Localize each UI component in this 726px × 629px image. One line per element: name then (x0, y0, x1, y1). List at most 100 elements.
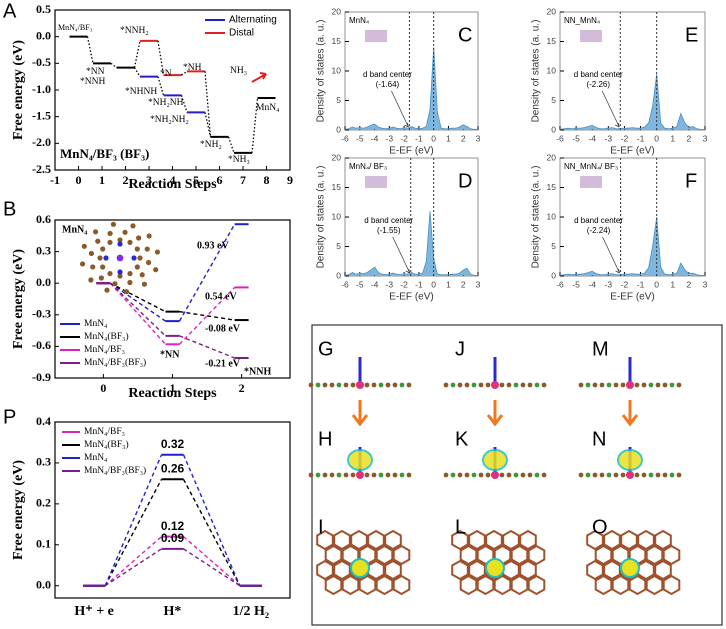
step-label: *NH₂ (200, 140, 222, 150)
y-tick-label: 5 (336, 241, 341, 251)
x-tick-label: -3 (386, 279, 394, 289)
y-tick-label: 15 (332, 36, 342, 46)
x-tick-label: -3 (605, 279, 613, 289)
arrow (621, 400, 639, 427)
connector (104, 478, 163, 587)
hexagon (384, 529, 402, 551)
atom (98, 275, 104, 281)
x-tick-label: 1 (446, 133, 451, 143)
y-tick-label: 20 (332, 152, 342, 162)
connector (133, 67, 141, 78)
atom (457, 472, 463, 478)
x-axis-label: E-EF (eV) (610, 146, 654, 157)
atom (599, 472, 605, 478)
atom (315, 472, 321, 478)
hexagon (527, 544, 546, 566)
atom (634, 382, 640, 388)
atom (107, 230, 113, 237)
x-tick-label: 1 (446, 279, 451, 289)
panel-letter: M (592, 338, 609, 360)
x-tick-label: -1 (415, 133, 423, 143)
charge-density (485, 558, 505, 578)
y-tick-label: 10 (547, 211, 557, 221)
legend-label: MnN₄/BF₃(BF₃) (84, 357, 146, 368)
connector (104, 548, 162, 587)
legend-label: Distal (229, 28, 254, 39)
panel-letter: E (685, 24, 698, 46)
hexagon (451, 529, 469, 551)
dos-area (559, 73, 705, 130)
atom (464, 382, 470, 388)
atom (378, 472, 384, 478)
atom (655, 472, 661, 478)
hexagon (654, 529, 672, 551)
x-tick-label: 6 (217, 173, 223, 187)
atom (154, 249, 161, 255)
x-tick-label: -4 (371, 133, 379, 143)
hexagon (324, 574, 343, 596)
panel-letter: B (3, 198, 16, 220)
atom (585, 382, 591, 388)
atom (534, 472, 540, 478)
charge-density (350, 558, 370, 578)
atom (107, 239, 113, 246)
atom (578, 472, 584, 478)
atom (322, 472, 328, 478)
x-tick-label: -1 (415, 279, 423, 289)
y-tick-label: -2.5 (32, 162, 51, 176)
atom (315, 382, 321, 388)
hexagon (341, 544, 360, 566)
hexagon (333, 529, 351, 551)
x-tick-label: 4 (170, 173, 176, 187)
atom (117, 237, 123, 243)
hexagon (527, 574, 546, 596)
hexagon (645, 574, 664, 596)
hexagon (468, 529, 486, 551)
x-tick-label: 3 (703, 133, 708, 143)
panel-letter: H (318, 428, 332, 450)
hexagon (603, 559, 621, 581)
atom (127, 239, 133, 246)
connector (104, 536, 162, 587)
hexagon (594, 544, 613, 566)
y-tick-label: 5 (551, 241, 556, 251)
x-tick-label: 0 (654, 133, 659, 143)
x-tick-label: 3 (146, 173, 152, 187)
dos-area (559, 216, 705, 276)
x-tick-label: 3 (703, 279, 708, 289)
panel-letter: J (455, 338, 465, 360)
hexagon (341, 574, 360, 596)
connector (86, 36, 94, 64)
chart-title: MnN₄/ BF₃ (349, 162, 387, 171)
atom (662, 382, 668, 388)
x-tick-label: 1 (670, 133, 675, 143)
atom (100, 264, 106, 270)
y-tick-label: 0.0 (36, 28, 51, 42)
atom (117, 273, 123, 279)
atom (485, 472, 491, 478)
y-tick-label: 0.5 (36, 2, 51, 16)
hexagon (586, 559, 604, 581)
x-tick-label: 2 (239, 381, 245, 395)
panel-letter: O (592, 516, 608, 538)
atom (541, 472, 547, 478)
atom (308, 382, 314, 388)
atom (364, 382, 370, 388)
x-tick-label: -1 (637, 279, 645, 289)
atom (478, 472, 484, 478)
x-tick-label: H* (164, 604, 182, 619)
d-band-center-label: (-2.24) (587, 226, 611, 235)
value-label: 0.32 (161, 437, 185, 451)
x-tick-label: -6 (556, 279, 564, 289)
chart-title: NN_MnN₄/ BF₃ (564, 162, 618, 171)
hexagon (645, 544, 664, 566)
atom (513, 382, 519, 388)
atom (499, 382, 505, 388)
atom (88, 250, 95, 257)
atom (343, 382, 349, 388)
atom (356, 381, 364, 389)
atom (499, 472, 505, 478)
atom (676, 472, 682, 478)
atom (116, 254, 124, 262)
hexagon (603, 529, 621, 551)
